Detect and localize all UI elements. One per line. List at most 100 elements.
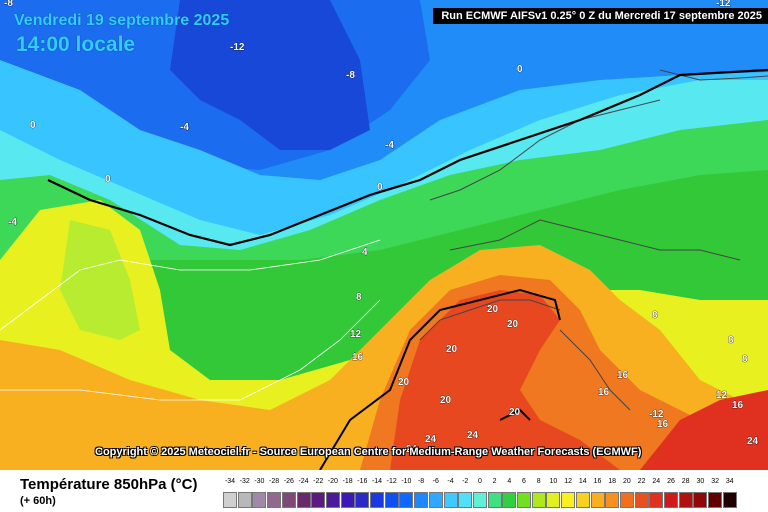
scale-tick-label: -10 (401, 478, 412, 485)
scale-tick-label: -30 (254, 478, 265, 485)
forecast-step: (+ 60h) (20, 495, 56, 507)
scale-swatch (546, 492, 561, 508)
isotherm-label: 24 (747, 436, 759, 447)
isotherm-label: 20 (487, 304, 499, 315)
isotherm-label: 8 (742, 354, 748, 365)
scale-swatch (384, 492, 399, 508)
scale-tick-label: 24 (652, 478, 661, 485)
scale-tick-label: 6 (522, 478, 526, 485)
scale-tick-label: 20 (622, 478, 631, 485)
scale-tick-label: -32 (239, 478, 250, 485)
isotherm-label: -4 (385, 140, 394, 151)
scale-tick-label: 34 (725, 478, 734, 485)
scale-swatch (340, 492, 355, 508)
scale-swatch (605, 492, 620, 508)
scale-swatch (693, 492, 708, 508)
isotherm-label: 20 (446, 344, 458, 355)
isotherm-label: 20 (507, 319, 519, 330)
cold-core (170, 0, 370, 150)
isotherm-label: 4 (362, 247, 368, 258)
isotherm-label: 0 (377, 182, 383, 193)
run-info: Run ECMWF AIFSv1 0.25° 0 Z du Mercredi 1… (433, 8, 768, 24)
scale-swatch (619, 492, 634, 508)
scale-tick-label: 32 (711, 478, 719, 485)
scale-swatch (590, 492, 605, 508)
isotherm-label: -12 (230, 42, 245, 53)
isotherm-label: -4 (180, 122, 189, 133)
red-zone (390, 290, 620, 470)
scale-swatch (428, 492, 443, 508)
scale-swatch (561, 492, 576, 508)
scale-tick-label: -28 (269, 478, 280, 485)
scale-tick-label: 30 (696, 478, 705, 485)
scale-tick-label: 16 (593, 478, 602, 485)
isotherm-label: 12 (350, 329, 362, 340)
scale-swatch (678, 492, 693, 508)
scale-tick-label: -24 (298, 478, 309, 485)
isotherm-label: 16 (352, 352, 364, 363)
isotherm-label: 8 (728, 335, 734, 346)
isotherm-label: -8 (4, 0, 13, 9)
scale-swatch (664, 492, 678, 508)
copyright-notice: Copyright © 2025 Meteociel.fr - Source E… (95, 446, 642, 458)
scale-swatch (355, 492, 370, 508)
isotherm-label: 24 (406, 444, 418, 455)
scale-tick-label: -26 (283, 478, 294, 485)
scale-swatch (267, 492, 282, 508)
scale-swatch (252, 492, 267, 508)
scale-swatch (296, 492, 311, 508)
scale-swatch (517, 492, 531, 508)
scale-swatch (708, 492, 723, 508)
isotherm-label: 8 (356, 292, 362, 303)
isotherm-label: -4 (8, 217, 17, 228)
scale-tick-label: 28 (681, 478, 690, 485)
isotherm-label: 12 (716, 390, 728, 401)
coastline-europe (419, 69, 768, 411)
scale-tick-label: 26 (667, 478, 675, 485)
isotherm-label: 20 (398, 377, 410, 388)
scale-tick-label: -34 (224, 478, 236, 485)
scale-tick-label: 14 (578, 478, 587, 485)
isotherm-20 (319, 288, 561, 470)
scale-tick-label: 22 (637, 478, 646, 485)
isotherm-label: 24 (467, 430, 479, 441)
isotherm-label: 20 (509, 407, 521, 418)
isotherm-label: 16 (617, 370, 629, 381)
scale-swatch (311, 492, 326, 508)
scale-tick-label: 8 (536, 478, 541, 485)
scale-swatch (414, 492, 429, 508)
scale-tick-label: -2 (462, 478, 469, 485)
scale-tick-label: -14 (371, 478, 383, 485)
isotherm-12 (0, 299, 381, 401)
scale-tick-label: 2 (492, 478, 497, 485)
scale-tick-label: 12 (564, 478, 572, 485)
scale-tick-label: -18 (342, 478, 353, 485)
isotherm-label: -12 (716, 0, 731, 9)
forecast-date: Vendredi 19 septembre 2025 (14, 12, 230, 29)
isotherm-label: -12 (649, 409, 664, 420)
scale-swatch (281, 492, 296, 508)
isotherm-label: 8 (652, 310, 658, 321)
scale-tick-label: -4 (447, 478, 454, 485)
scale-swatch (325, 492, 340, 508)
temperature-map: -12 -8 -8 -4 -4 -4 0 0 0 0 4 8 12 16 20 … (0, 0, 768, 470)
isotherm-label: 16 (598, 387, 610, 398)
scale-swatch (458, 492, 473, 508)
isotherm-8 (0, 239, 381, 331)
scale-tick-label: -6 (432, 478, 439, 485)
scale-tick-label: -22 (313, 478, 324, 485)
scale-swatch (237, 492, 252, 508)
scale-swatch (487, 492, 502, 508)
light-green-west (60, 220, 140, 340)
isotherm-label: 24 (425, 434, 437, 445)
scale-swatch (370, 492, 384, 508)
scale-swatch (502, 492, 517, 508)
scale-swatch (399, 492, 414, 508)
scale-tick-label: -12 (386, 478, 397, 485)
scale-tick-label: 4 (507, 478, 512, 485)
scale-tick-label: 18 (608, 478, 617, 485)
isotherm-label: 16 (657, 419, 669, 430)
scale-swatch (223, 492, 237, 508)
scale-swatch (634, 492, 649, 508)
red-east (640, 390, 768, 470)
